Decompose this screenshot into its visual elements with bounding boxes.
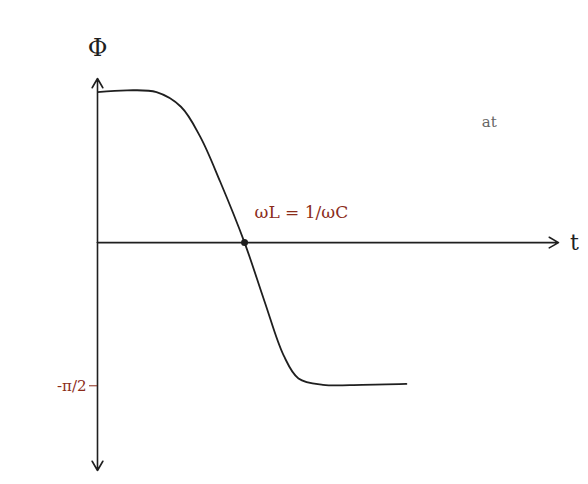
svg-text:at: at (482, 113, 497, 131)
svg-text:Φ: Φ (88, 34, 108, 62)
svg-text:t: t (570, 230, 579, 255)
svg-text:-π/2: -π/2 (57, 377, 87, 395)
svg-text:ωL = 1/ωC: ωL = 1/ωC (255, 202, 349, 222)
